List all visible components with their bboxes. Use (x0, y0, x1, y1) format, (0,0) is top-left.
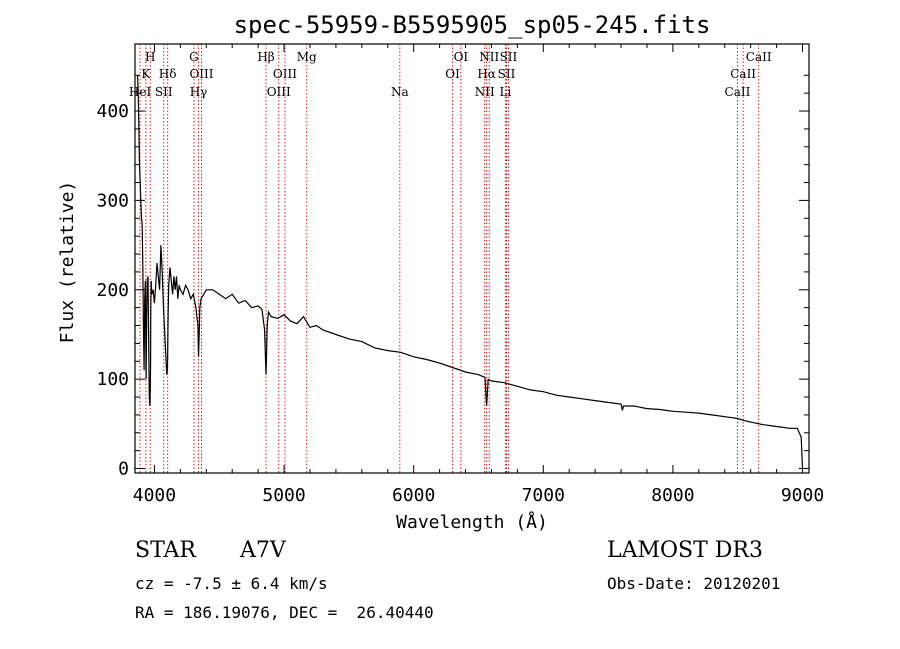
line-label-7: OIII (189, 67, 213, 81)
line-label-0: HeI (129, 85, 152, 99)
x-tick-label-4000: 4000 (133, 485, 176, 506)
line-label-19: SII (498, 67, 516, 81)
x-tick-label-9000: 9000 (781, 485, 824, 506)
line-label-5: G (189, 50, 199, 64)
spectral-line-labels: HeIKHSIIHδGHγOIIIHβOIIIOIIIMgNaOIOINIIHα… (129, 50, 772, 99)
line-label-20: SII (500, 50, 518, 64)
line-label-17: NII (479, 50, 499, 64)
line-label-13: OI (445, 67, 460, 81)
line-label-11: Mg (297, 50, 317, 64)
x-axis-ticks: 4000 5000 6000 7000 8000 9000 (133, 44, 824, 506)
x-tick-label-5000: 5000 (262, 485, 305, 506)
observation-date: Obs-Date: 20120201 (607, 574, 781, 593)
y-tick-label-100: 100 (96, 369, 129, 390)
spectrum-line (137, 75, 804, 469)
line-label-3: SII (155, 85, 173, 99)
line-label-18: Li (500, 85, 512, 99)
object-subclass: A7V (240, 538, 286, 563)
object-class: STAR (135, 538, 196, 563)
line-label-9: OIII (267, 85, 291, 99)
line-label-16: Hα (477, 67, 496, 81)
chart-title: spec-55959-B5595905_sp05-245.fits (234, 11, 711, 39)
line-label-12: Na (391, 85, 409, 99)
line-label-1: K (141, 67, 151, 81)
y-tick-label-400: 400 (96, 101, 129, 122)
line-label-6: Hγ (190, 85, 208, 99)
y-tick-label-300: 300 (96, 190, 129, 211)
line-label-2: H (145, 50, 155, 64)
x-tick-label-8000: 8000 (651, 485, 694, 506)
x-axis-label: Wavelength (Å) (396, 511, 548, 533)
line-label-23: CaII (746, 50, 772, 64)
x-tick-label-7000: 7000 (522, 485, 565, 506)
survey-name: LAMOST DR3 (607, 538, 763, 563)
spectral-line-markers (139, 44, 760, 473)
y-axis-ticks: 0 100 200 300 400 (96, 74, 809, 480)
redshift-cz: cz = -7.5 ± 6.4 km/s (135, 574, 328, 593)
y-tick-label-200: 200 (96, 280, 129, 301)
line-label-21: CaII (725, 85, 751, 99)
line-label-8: Hβ (257, 50, 274, 64)
line-label-22: CaII (730, 67, 756, 81)
plot-frame (134, 43, 810, 474)
line-label-10: OIII (273, 67, 297, 81)
ra-dec-coordinates: RA = 186.19076, DEC = 26.40440 (135, 603, 434, 622)
x-tick-label-6000: 6000 (392, 485, 435, 506)
line-label-15: NII (475, 85, 495, 99)
y-tick-label-0: 0 (118, 459, 129, 480)
y-axis-label: Flux (relative) (57, 181, 78, 344)
line-label-4: Hδ (159, 67, 177, 81)
line-label-14: OI (454, 50, 469, 64)
